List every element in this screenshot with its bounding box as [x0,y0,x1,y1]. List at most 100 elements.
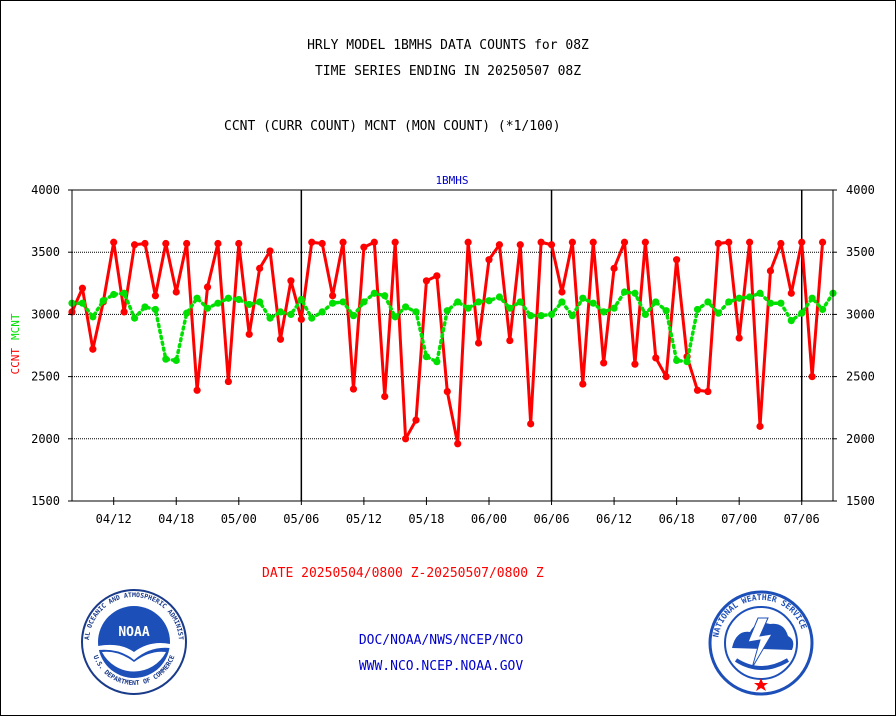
data-point-ccnt [391,238,399,246]
data-point-ccnt [141,239,149,248]
data-point-ccnt [276,335,285,343]
x-tick-label: 05/18 [408,512,444,526]
data-point-ccnt [558,288,566,296]
data-point-mcnt [401,303,410,311]
x-tick-label: 06/00 [471,512,507,526]
data-point-ccnt [777,239,785,248]
data-point-ccnt [537,238,545,246]
data-point-mcnt [756,289,764,297]
data-point-mcnt [798,309,806,317]
data-point-mcnt [141,303,149,311]
data-point-ccnt [641,238,649,246]
data-point-mcnt [360,298,368,306]
y-tick-label-left: 2000 [31,432,60,446]
data-point-mcnt [454,298,462,306]
x-tick-label: 05/06 [283,512,319,526]
data-point-mcnt [725,298,733,306]
chart-title-line-2: TIME SERIES ENDING IN 20250507 08Z [314,64,582,79]
data-point-mcnt [714,309,722,317]
data-point-mcnt [256,298,264,306]
y-tick-label-right: 4000 [846,183,875,197]
data-point-mcnt [422,353,431,361]
x-tick-label: 07/00 [721,512,757,526]
data-point-mcnt [183,309,191,317]
series-line-ccnt [70,240,825,446]
series-line-mcnt [70,290,835,364]
data-point-ccnt [474,339,483,347]
data-point-ccnt [412,416,420,424]
data-point-mcnt [151,305,159,314]
data-point-ccnt [662,373,670,381]
data-point-mcnt [620,288,629,296]
data-point-mcnt [485,297,493,305]
data-point-mcnt [308,314,316,322]
data-point-mcnt [527,312,535,320]
data-point-ccnt [214,239,222,248]
data-point-ccnt [193,386,201,394]
data-point-mcnt [641,310,649,318]
data-point-ccnt [756,422,764,430]
data-point-ccnt [433,272,441,280]
data-point-ccnt [381,392,389,401]
data-point-mcnt [631,289,639,297]
data-point-mcnt [78,299,87,307]
data-point-mcnt [339,298,347,306]
data-point-ccnt [349,385,358,393]
noaa-badge-text: NOAA [118,625,149,640]
data-point-mcnt [673,356,681,365]
data-point-ccnt [746,238,754,246]
data-point-ccnt [787,289,795,297]
data-point-mcnt [787,317,795,325]
data-point-ccnt [422,277,431,285]
data-point-ccnt [360,243,368,251]
data-point-mcnt [474,298,483,306]
data-point-mcnt [746,293,754,301]
y-tick-label-right: 1500 [846,494,875,508]
data-point-ccnt [89,345,97,353]
x-tick-label: 06/12 [596,512,632,526]
data-point-ccnt [120,308,128,316]
data-point-ccnt [495,241,504,249]
data-point-ccnt [579,380,587,388]
data-point-ccnt [318,239,326,248]
data-point-mcnt [110,290,118,299]
y-tick-label-left: 4000 [31,183,60,197]
data-point-ccnt [287,277,295,285]
data-point-ccnt [798,238,806,246]
data-point-ccnt [339,238,347,246]
data-point-ccnt [485,256,493,264]
data-point-mcnt [203,304,212,312]
data-point-mcnt [391,313,399,321]
y-tick-label-right: 3000 [846,307,875,321]
data-point-mcnt [224,294,232,302]
data-point-ccnt [568,238,576,246]
data-point-ccnt [818,238,827,246]
data-point-ccnt [245,330,253,338]
data-point-ccnt [704,387,712,396]
data-point-mcnt [558,298,566,306]
data-point-mcnt [99,297,107,305]
plot-frame [71,189,834,502]
data-point-ccnt [610,264,618,272]
y-axis-label-ccnt: CCNT [9,348,22,375]
data-point-ccnt [673,256,681,264]
data-point-mcnt [600,308,608,316]
date-range-label: DATE 20250504/0800 Z-20250507/0800 Z [262,566,544,581]
data-point-mcnt [276,308,285,316]
y-axis-label-mcnt: MCNT [9,313,22,340]
data-point-ccnt [329,292,337,300]
data-point-ccnt [308,238,316,246]
data-point-mcnt [130,314,139,322]
data-point-mcnt [579,294,587,302]
data-point-ccnt [256,264,264,272]
data-point-mcnt [537,312,545,320]
data-point-ccnt [620,238,629,246]
data-point-mcnt [443,307,451,315]
data-point-mcnt [662,307,670,315]
data-point-ccnt [454,440,462,448]
data-point-ccnt [631,360,639,368]
data-point-mcnt [172,356,180,365]
data-point-ccnt [725,238,733,246]
x-tick-label: 06/06 [533,512,569,526]
data-point-mcnt [495,293,504,301]
